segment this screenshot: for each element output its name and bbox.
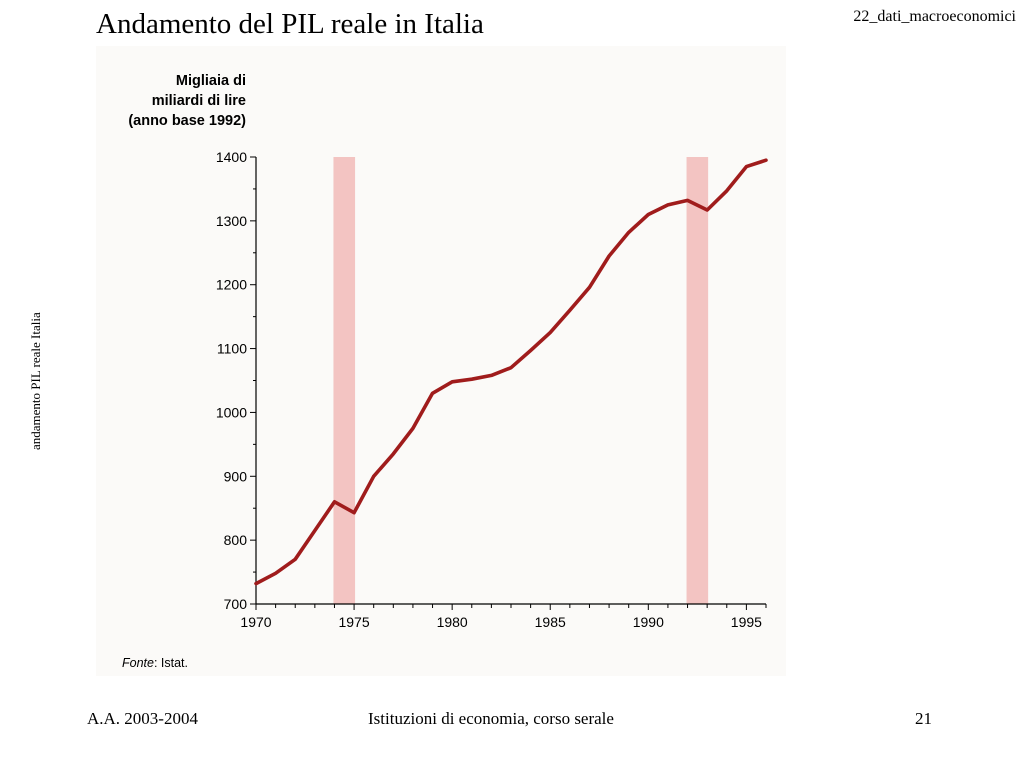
y-ticks: 700 800 900 1000 1100 1200 1300 1400 — [216, 149, 256, 612]
y-tick-label: 1200 — [216, 277, 247, 293]
series-layer — [254, 158, 768, 586]
gdp-series-line — [254, 158, 768, 586]
chart-scan-background — [96, 46, 786, 676]
footer-academic-year: A.A. 2003-2004 — [87, 709, 198, 728]
y-tick-label: 1300 — [216, 213, 247, 229]
y-tick-label: 1000 — [216, 404, 247, 420]
x-ticks: 1970 1975 1980 1985 1990 1995 — [240, 604, 767, 630]
recession-band — [686, 157, 709, 604]
y-tick-label: 1400 — [216, 149, 247, 165]
y-label-line: Migliaia di — [176, 73, 246, 89]
y-tick-label: 1100 — [217, 341, 247, 357]
x-tick-label: 1980 — [437, 614, 468, 630]
y-axis-label: Migliaia di miliardi di lire (anno base 19… — [128, 73, 246, 129]
y-label-line: (anno base 1992) — [128, 113, 246, 129]
recession-shading — [333, 157, 709, 604]
source-text: : Istat. — [154, 656, 188, 670]
slide-title: Andamento del PIL reale in Italia — [96, 8, 484, 40]
x-tick-label: 1975 — [338, 614, 369, 630]
x-tick-label: 1970 — [240, 614, 271, 630]
page-number: 21 — [915, 709, 932, 728]
y-tick-label: 700 — [224, 596, 248, 612]
footer-course: Istituzioni di economia, corso serale — [368, 709, 614, 728]
y-tick-label: 800 — [224, 532, 248, 548]
x-tick-label: 1990 — [633, 614, 664, 630]
x-tick-label: 1985 — [535, 614, 566, 630]
x-tick-label: 1995 — [731, 614, 762, 630]
recession-band — [333, 157, 356, 604]
source-label: Fonte — [122, 656, 154, 670]
y-label-line: miliardi di lire — [152, 93, 246, 109]
source-note: Fonte: Istat. — [122, 656, 188, 670]
file-tag: 22_dati_macroeconomici — [853, 8, 1016, 25]
y-tick-label: 900 — [224, 468, 248, 484]
